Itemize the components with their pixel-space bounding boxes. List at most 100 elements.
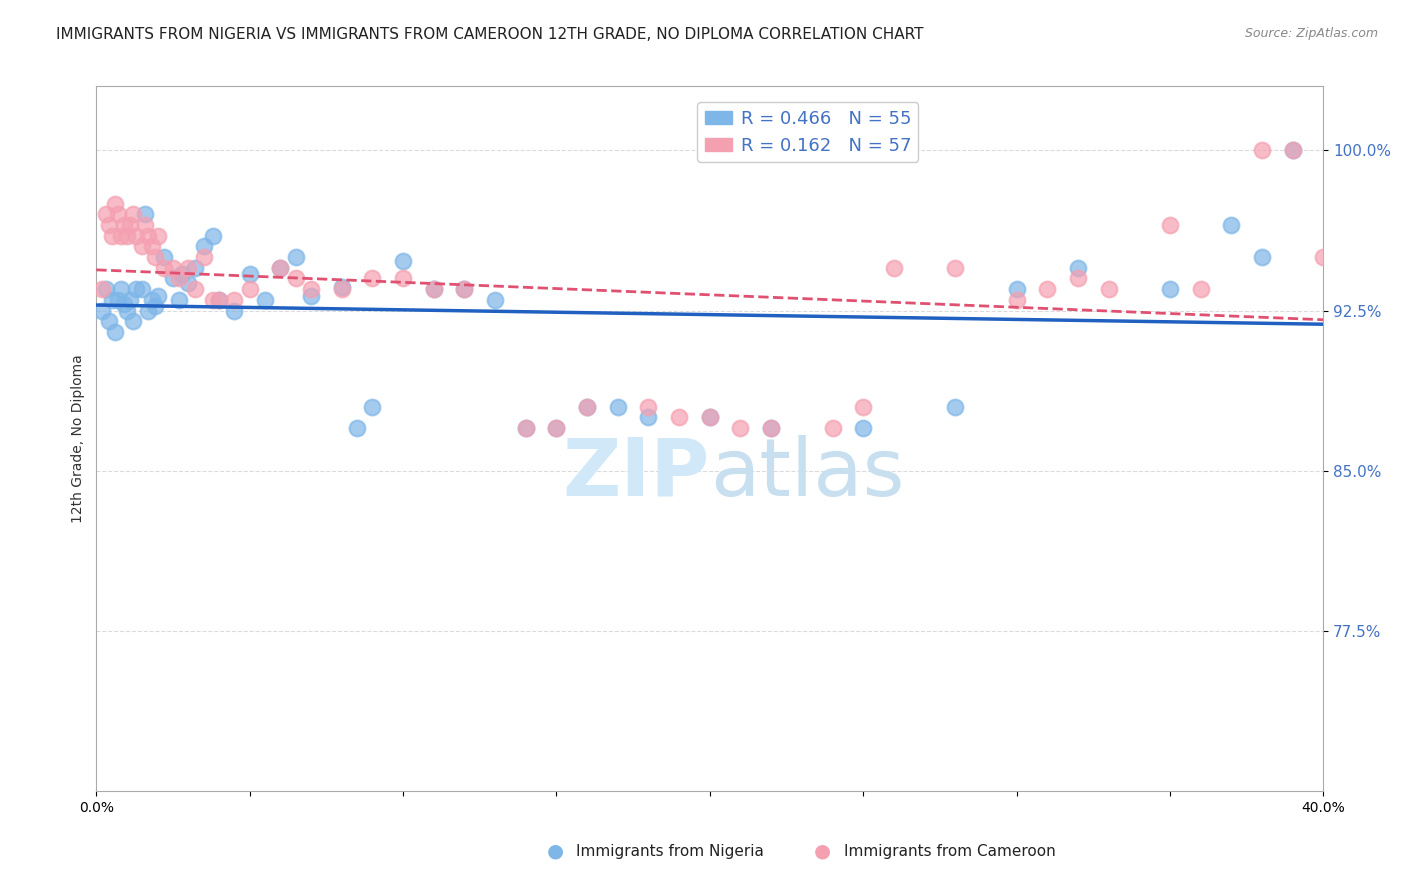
Point <box>1005 293 1028 307</box>
Point <box>423 282 446 296</box>
Point <box>134 218 156 232</box>
Text: ZIP: ZIP <box>562 434 710 513</box>
Point <box>637 410 659 425</box>
Point <box>423 282 446 296</box>
Point <box>284 271 307 285</box>
Point <box>100 293 122 307</box>
Point <box>239 282 262 296</box>
Point <box>100 228 122 243</box>
Point <box>1005 282 1028 296</box>
Point <box>141 239 163 253</box>
Point <box>131 282 153 296</box>
Point <box>153 250 176 264</box>
Point <box>730 421 752 435</box>
Point <box>201 228 224 243</box>
Point <box>94 282 117 296</box>
Point <box>1159 218 1181 232</box>
Point <box>120 293 142 307</box>
Point <box>167 271 190 285</box>
Point <box>112 297 135 311</box>
Point <box>134 207 156 221</box>
Point <box>1159 282 1181 296</box>
Point <box>104 325 127 339</box>
Point <box>125 228 148 243</box>
Point <box>1067 271 1090 285</box>
Point <box>122 314 145 328</box>
Point <box>183 260 205 275</box>
Point <box>1251 250 1274 264</box>
Point <box>699 410 721 425</box>
Point <box>146 228 169 243</box>
Point <box>821 421 844 435</box>
Point <box>201 293 224 307</box>
Point <box>224 293 246 307</box>
Point <box>94 207 117 221</box>
Point <box>392 254 415 268</box>
Text: IMMIGRANTS FROM NIGERIA VS IMMIGRANTS FROM CAMEROON 12TH GRADE, NO DIPLOMA CORRE: IMMIGRANTS FROM NIGERIA VS IMMIGRANTS FR… <box>56 27 924 42</box>
Point <box>1189 282 1212 296</box>
Point <box>284 250 307 264</box>
Point <box>1036 282 1059 296</box>
Point <box>453 282 475 296</box>
Point <box>1097 282 1119 296</box>
Point <box>193 250 215 264</box>
Point <box>143 250 166 264</box>
Point <box>239 267 262 281</box>
Point <box>668 410 690 425</box>
Point <box>91 303 114 318</box>
Point <box>208 293 231 307</box>
Point <box>361 400 384 414</box>
Point <box>759 421 782 435</box>
Point <box>120 218 142 232</box>
Point <box>637 400 659 414</box>
Point <box>208 293 231 307</box>
Point <box>606 400 628 414</box>
Point <box>125 282 148 296</box>
Point <box>112 218 135 232</box>
Point <box>162 260 184 275</box>
Point <box>153 260 176 275</box>
Point <box>224 303 246 318</box>
Point <box>484 293 506 307</box>
Point <box>392 271 415 285</box>
Point <box>515 421 537 435</box>
Point <box>143 299 166 313</box>
Point <box>162 271 184 285</box>
Point <box>1281 144 1303 158</box>
Point <box>110 228 132 243</box>
Point <box>699 410 721 425</box>
Legend: R = 0.466   N = 55, R = 0.162   N = 57: R = 0.466 N = 55, R = 0.162 N = 57 <box>697 103 918 162</box>
Point <box>177 260 200 275</box>
Point <box>576 400 599 414</box>
Text: Immigrants from Nigeria: Immigrants from Nigeria <box>576 845 765 859</box>
Point <box>141 293 163 307</box>
Point <box>115 303 138 318</box>
Text: Source: ZipAtlas.com: Source: ZipAtlas.com <box>1244 27 1378 40</box>
Point <box>269 260 291 275</box>
Point <box>346 421 368 435</box>
Point <box>122 207 145 221</box>
Point <box>146 288 169 302</box>
Point <box>576 400 599 414</box>
Point <box>183 282 205 296</box>
Point <box>138 303 160 318</box>
Point <box>546 421 568 435</box>
Point <box>330 280 353 294</box>
Point <box>330 282 353 296</box>
Point <box>361 271 384 285</box>
Point <box>1067 260 1090 275</box>
Point <box>943 260 966 275</box>
Point <box>107 293 129 307</box>
Point <box>299 282 322 296</box>
Text: Immigrants from Cameroon: Immigrants from Cameroon <box>844 845 1056 859</box>
Point <box>546 421 568 435</box>
Point <box>110 282 132 296</box>
Point <box>269 260 291 275</box>
Point <box>107 207 129 221</box>
Point <box>177 276 200 290</box>
Point <box>172 267 194 281</box>
Text: ●: ● <box>814 841 831 860</box>
Point <box>193 239 215 253</box>
Point <box>299 288 322 302</box>
Point <box>1251 144 1274 158</box>
